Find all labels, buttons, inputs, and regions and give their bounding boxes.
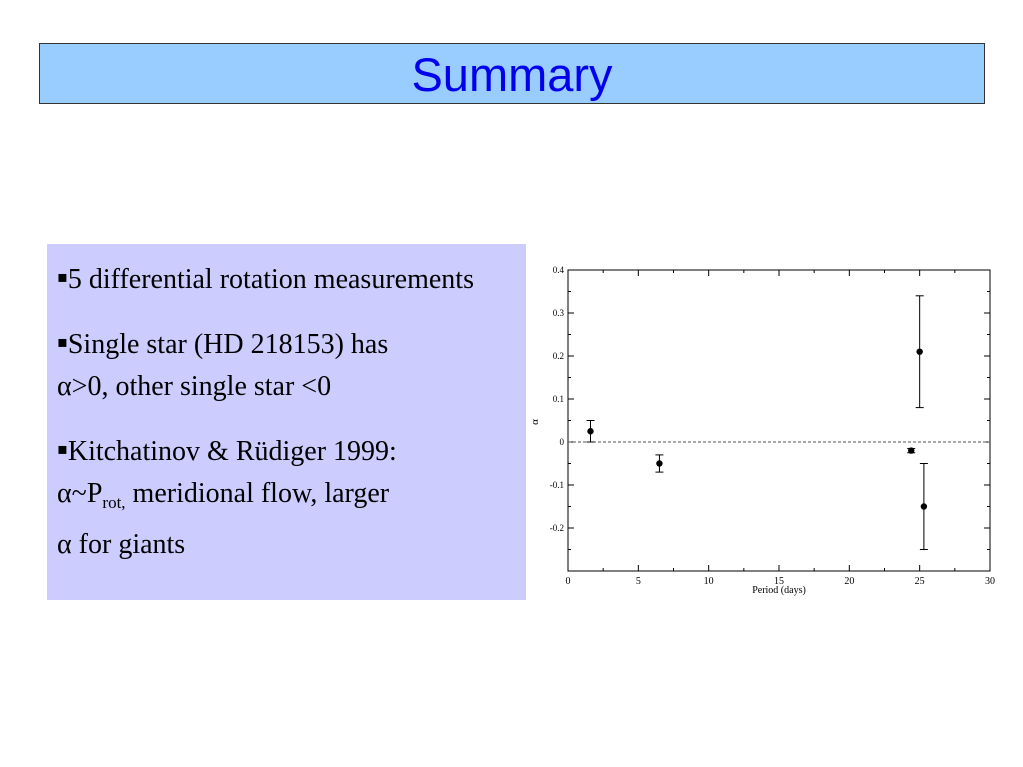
alpha-vs-period-chart: 0 5 10 15 20 25 30 0.4 0.3 0.2 0.1 0 -0.1 -0.2 Period… xyxy=(529,265,995,596)
data-points xyxy=(568,295,990,550)
bullet-text: for giants xyxy=(71,529,186,560)
x-tick-label: 30 xyxy=(985,576,995,587)
bullet-box: ▪5 differential rotation measurements ▪S… xyxy=(47,244,526,600)
x-tick-label: 5 xyxy=(636,576,641,587)
y-tick-label: -0.1 xyxy=(550,480,564,490)
data-point xyxy=(916,348,923,355)
y-tick-label: 0.2 xyxy=(553,351,564,361)
y-tick-label: 0 xyxy=(560,437,565,447)
bullet-item-2: ▪Single star (HD 218153) has α>0, other s… xyxy=(57,321,516,408)
x-tick-label: 25 xyxy=(915,576,925,587)
y-tick-label: 0.4 xyxy=(553,265,565,275)
slide-title: Summary xyxy=(411,48,613,101)
title-bar: Summary xyxy=(39,43,985,104)
data-point xyxy=(656,460,663,467)
x-tick-label: 10 xyxy=(704,576,714,587)
bullet-square-icon: ▪ xyxy=(57,439,68,458)
alpha-symbol: α xyxy=(57,529,72,560)
y-tick-label: 0.3 xyxy=(553,308,565,318)
x-tick-label: 0 xyxy=(566,576,571,587)
data-point xyxy=(587,428,594,435)
y-tick-label: 0.1 xyxy=(553,394,564,404)
bullet-item-3: ▪Kitchatinov & Rüdiger 1999: α~Prot, meri… xyxy=(57,428,516,566)
chart-container: 0 5 10 15 20 25 30 0.4 0.3 0.2 0.1 0 -0.1 -0.2 Period… xyxy=(529,260,1000,605)
rot-subscript: rot, xyxy=(102,493,126,512)
alpha-symbol: α xyxy=(57,478,72,509)
x-axis-label: Period (days) xyxy=(752,585,806,596)
plot-frame xyxy=(567,269,991,572)
data-point xyxy=(908,447,915,454)
bullet-square-icon: ▪ xyxy=(57,267,68,286)
bullet-text: 5 differential rotation measurements xyxy=(67,264,474,295)
x-tick-label: 15 xyxy=(774,576,784,587)
bullet-text: Kitchatinov & Rüdiger 1999: xyxy=(67,436,397,467)
axis-ticks: 0 5 10 15 20 25 30 0.4 0.3 0.2 0.1 0 -0.1 -0.2 xyxy=(550,265,995,587)
data-point xyxy=(920,503,928,510)
y-tick-label: -0.2 xyxy=(550,523,564,533)
x-tick-label: 20 xyxy=(844,576,854,587)
bullet-text: ~P xyxy=(71,478,103,509)
bullet-text: Single star (HD 218153) has xyxy=(67,329,389,360)
bullet-item-1: ▪5 differential rotation measurements xyxy=(57,256,516,301)
alpha-symbol: α xyxy=(57,371,72,402)
y-axis-label: α xyxy=(530,419,541,425)
bullet-text: >0, other single star <0 xyxy=(71,371,332,402)
bullet-square-icon: ▪ xyxy=(57,332,68,351)
bullet-text: meridional flow, larger xyxy=(125,478,390,509)
